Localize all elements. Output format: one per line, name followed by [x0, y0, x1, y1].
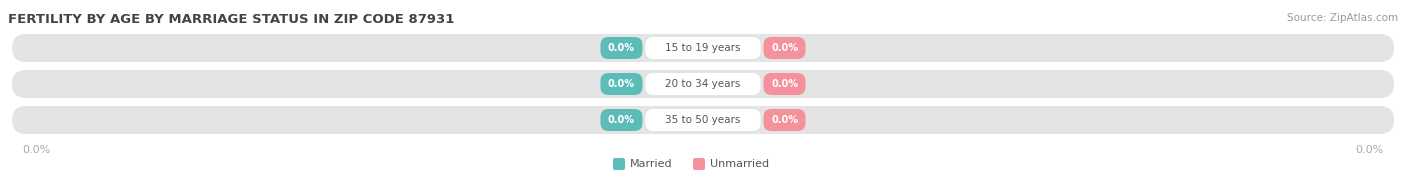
Text: 0.0%: 0.0% [770, 79, 799, 89]
FancyBboxPatch shape [645, 37, 761, 59]
FancyBboxPatch shape [763, 109, 806, 131]
FancyBboxPatch shape [693, 158, 704, 170]
FancyBboxPatch shape [613, 158, 626, 170]
FancyBboxPatch shape [600, 37, 643, 59]
Text: FERTILITY BY AGE BY MARRIAGE STATUS IN ZIP CODE 87931: FERTILITY BY AGE BY MARRIAGE STATUS IN Z… [8, 13, 454, 26]
Text: Unmarried: Unmarried [710, 159, 769, 169]
FancyBboxPatch shape [13, 106, 1393, 134]
FancyBboxPatch shape [763, 73, 806, 95]
Text: 0.0%: 0.0% [770, 43, 799, 53]
FancyBboxPatch shape [645, 109, 761, 131]
Text: 20 to 34 years: 20 to 34 years [665, 79, 741, 89]
Text: 15 to 19 years: 15 to 19 years [665, 43, 741, 53]
Text: 0.0%: 0.0% [607, 115, 636, 125]
Text: Married: Married [630, 159, 672, 169]
Text: 0.0%: 0.0% [607, 79, 636, 89]
FancyBboxPatch shape [645, 73, 761, 95]
FancyBboxPatch shape [763, 37, 806, 59]
FancyBboxPatch shape [600, 109, 643, 131]
Text: 0.0%: 0.0% [1355, 145, 1384, 155]
FancyBboxPatch shape [13, 34, 1393, 62]
FancyBboxPatch shape [13, 70, 1393, 98]
Text: 0.0%: 0.0% [770, 115, 799, 125]
Text: 35 to 50 years: 35 to 50 years [665, 115, 741, 125]
Text: 0.0%: 0.0% [607, 43, 636, 53]
Text: Source: ZipAtlas.com: Source: ZipAtlas.com [1286, 13, 1398, 23]
FancyBboxPatch shape [600, 73, 643, 95]
Text: 0.0%: 0.0% [22, 145, 51, 155]
